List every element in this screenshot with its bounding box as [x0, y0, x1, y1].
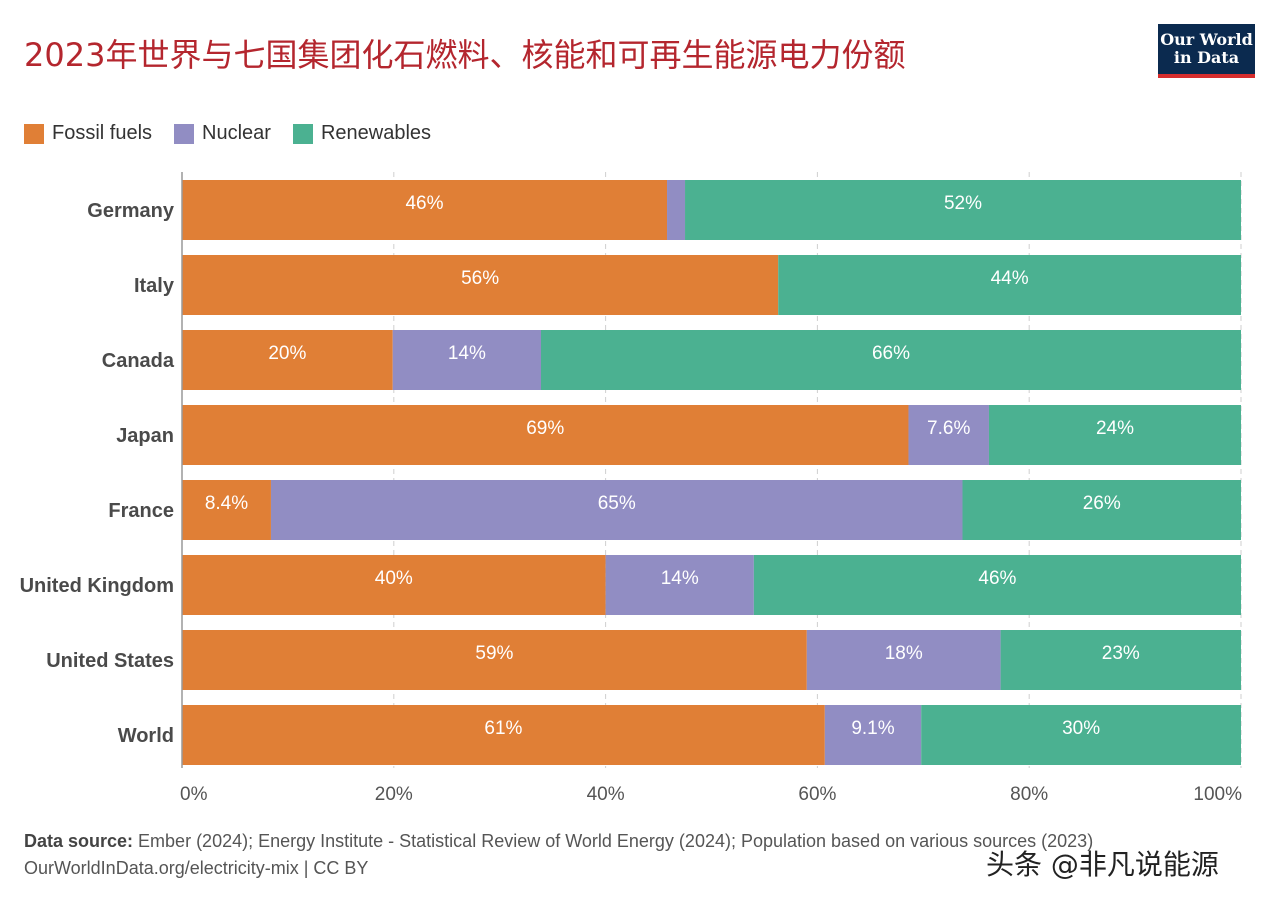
chart-title: 2023年世界与七国集团化石燃料、核能和可再生能源电力份额: [24, 36, 906, 74]
bar-nuclear-2: [392, 330, 542, 390]
bar-nuclear-0: [667, 180, 686, 240]
category-label-united-states: United States: [46, 650, 174, 672]
data-label-nuclear-2: 14%: [448, 343, 486, 364]
data-label-renewables-0: 52%: [944, 193, 982, 214]
bar-renewables-3: [988, 405, 1241, 465]
data-label-nuclear-3: 7.6%: [927, 418, 970, 439]
data-label-fossil-fuels-3: 69%: [526, 418, 564, 439]
bar-fossil-fuels-7: [182, 705, 825, 765]
legend-label-fossil: Fossil fuels: [52, 122, 153, 144]
logo-line-1: Our World: [1160, 30, 1253, 49]
legend-item-fossil[interactable]: Fossil fuels: [24, 122, 152, 145]
data-label-fossil-fuels-6: 59%: [475, 643, 513, 664]
stacked-bar-chart: 0% 20% 40% 60% 80% 100% Germany 46% 52% Italy 56% 4…: [20, 172, 1242, 805]
legend-swatch-nuclear: [174, 123, 195, 144]
legend-label-renewables: Renewables: [320, 122, 432, 144]
bar-fossil-fuels-3: [182, 405, 909, 465]
bar-renewables-5: [753, 555, 1241, 615]
source-line: Data source: Ember (2024); Energy Instit…: [24, 828, 1093, 855]
bar-renewables-1: [778, 255, 1241, 315]
bar-renewables-4: [962, 480, 1241, 540]
legend-swatch-fossil: [24, 123, 44, 144]
watermark: 头条 @非凡说能源: [986, 848, 1219, 881]
bar-nuclear-4: [270, 480, 963, 540]
bar-nuclear-7: [824, 705, 922, 765]
data-label-renewables-6: 23%: [1102, 643, 1140, 664]
category-label-japan: Japan: [116, 425, 174, 447]
bar-nuclear-5: [605, 555, 754, 615]
data-label-nuclear-5: 14%: [661, 568, 699, 589]
source-text: Ember (2024); Energy Institute - Statist…: [133, 831, 1094, 851]
x-tick-label-60: 60%: [798, 784, 836, 805]
bar-renewables-2: [541, 330, 1241, 390]
legend-swatch-renewables: [292, 123, 313, 144]
category-label-canada: Canada: [102, 350, 175, 372]
data-label-fossil-fuels-5: 40%: [375, 568, 413, 589]
data-label-renewables-7: 30%: [1062, 718, 1100, 739]
data-label-nuclear-6: 18%: [885, 643, 923, 664]
data-label-renewables-3: 24%: [1096, 418, 1134, 439]
source-link[interactable]: OurWorldInData.org/electricity-mix | CC …: [24, 858, 369, 878]
x-tick-label-40: 40%: [587, 784, 625, 805]
data-label-renewables-5: 46%: [978, 568, 1016, 589]
bar-fossil-fuels-6: [182, 630, 807, 690]
bar-nuclear-3: [908, 405, 989, 465]
bar-renewables-7: [921, 705, 1241, 765]
legend: Fossil fuels Nuclear Renewables: [24, 122, 453, 145]
data-label-fossil-fuels-7: 61%: [484, 718, 522, 739]
category-label-france: France: [108, 500, 174, 522]
bar-fossil-fuels-0: [182, 180, 668, 240]
category-label-italy: Italy: [134, 275, 175, 297]
bar-nuclear-6: [806, 630, 1001, 690]
bar-fossil-fuels-2: [182, 330, 393, 390]
data-label-renewables-1: 44%: [991, 268, 1029, 289]
data-label-renewables-4: 26%: [1083, 493, 1121, 514]
bar-renewables-0: [685, 180, 1241, 240]
category-label-germany: Germany: [87, 200, 175, 222]
data-label-fossil-fuels-1: 56%: [461, 268, 499, 289]
logo-line-2: in Data: [1173, 48, 1240, 67]
data-label-renewables-2: 66%: [872, 343, 910, 364]
legend-item-renewables[interactable]: Renewables: [292, 122, 432, 145]
legend-label-nuclear: Nuclear: [202, 122, 271, 144]
bar-fossil-fuels-1: [182, 255, 779, 315]
data-label-nuclear-7: 9.1%: [851, 718, 894, 739]
bar-renewables-6: [1000, 630, 1241, 690]
data-label-fossil-fuels-2: 20%: [268, 343, 306, 364]
x-tick-label-20: 20%: [375, 784, 413, 805]
category-label-united-kingdom: United Kingdom: [20, 575, 174, 597]
data-label-nuclear-4: 65%: [598, 493, 636, 514]
data-label-fossil-fuels-0: 46%: [405, 193, 443, 214]
footer: Data source: Ember (2024); Energy Instit…: [24, 828, 1093, 882]
data-label-fossil-fuels-4: 8.4%: [205, 493, 248, 514]
x-tick-label-0: 0%: [180, 784, 208, 805]
x-tick-label-80: 80%: [1010, 784, 1048, 805]
x-tick-label-100: 100%: [1193, 784, 1242, 805]
category-label-world: World: [118, 725, 174, 747]
bar-fossil-fuels-5: [182, 555, 606, 615]
source-label: Data source:: [24, 831, 134, 851]
owid-logo[interactable]: Our World in Data: [1158, 24, 1255, 78]
legend-item-nuclear[interactable]: Nuclear: [174, 122, 271, 145]
bar-fossil-fuels-4: [182, 480, 271, 540]
